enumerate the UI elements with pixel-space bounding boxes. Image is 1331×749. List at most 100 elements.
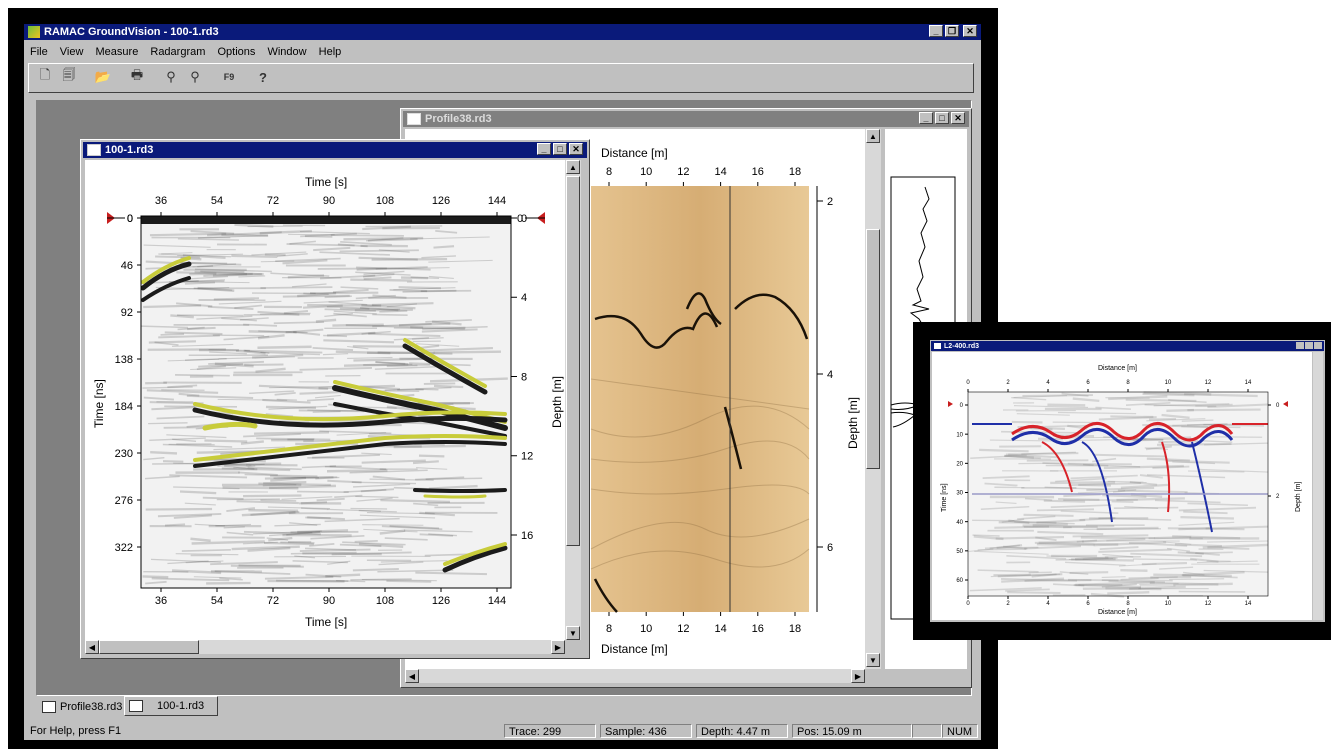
radar-texture [333, 312, 367, 318]
radar-texture [1101, 576, 1126, 578]
radar-texture [286, 531, 321, 536]
marker-icon[interactable]: ⚲ [166, 69, 176, 84]
radar-texture [428, 533, 457, 537]
minimize-icon[interactable]: _ [537, 143, 551, 155]
open-icon[interactable]: 📂 [94, 69, 112, 84]
maximize-icon[interactable]: □ [935, 112, 949, 124]
document-icon [407, 113, 421, 125]
radar-texture [358, 256, 418, 261]
scroll-down-icon[interactable]: ▼ [866, 653, 880, 667]
profile38-titlebar[interactable]: Profile38.rd3 _ □ ✕ [403, 111, 969, 127]
minimize-icon[interactable]: _ [929, 25, 943, 37]
radar-texture [143, 396, 174, 401]
radar-texture [1073, 584, 1141, 588]
menu-measure[interactable]: Measure [95, 46, 139, 58]
window-100-1-titlebar[interactable]: 100-1.rd3 _ □ ✕ [83, 142, 587, 158]
radar-texture [415, 571, 487, 576]
restore-icon[interactable]: ❐ [945, 25, 959, 37]
profile38-hscroll[interactable]: ◀ ▶ [405, 669, 865, 683]
maximize-icon[interactable] [1305, 342, 1313, 349]
window-100-1-vscroll-thumb[interactable] [566, 176, 580, 546]
radar-texture [306, 398, 334, 402]
radar-texture [286, 243, 355, 247]
close-icon[interactable]: ✕ [963, 25, 977, 37]
radar-texture [294, 555, 316, 559]
radar-texture [415, 388, 439, 391]
radar-texture [1166, 408, 1194, 413]
f9-icon[interactable]: F9 [223, 72, 235, 82]
profile38-vscroll[interactable]: ▲ ▼ [865, 129, 881, 669]
l2-400-vscroll[interactable] [1313, 352, 1323, 620]
radar-texture [362, 524, 424, 526]
menu-radargram[interactable]: Radargram [150, 46, 206, 58]
window-100-1-hscroll[interactable]: ◀ ▶ [85, 640, 565, 654]
radar-texture [230, 564, 304, 568]
tab-profile38[interactable]: Profile38.rd3 [42, 698, 122, 716]
radar-texture [342, 541, 406, 546]
minimize-icon[interactable]: _ [919, 112, 933, 124]
radar-texture [421, 328, 478, 333]
scroll-up-icon[interactable]: ▲ [866, 129, 880, 143]
radar-texture [433, 384, 464, 389]
radar-texture [331, 551, 412, 556]
menu-help[interactable]: Help [318, 46, 342, 58]
print-icon[interactable]: 🖶 [130, 67, 144, 82]
radar-texture [969, 587, 1042, 592]
radar-texture [155, 255, 200, 259]
scroll-up-icon[interactable]: ▲ [566, 160, 580, 174]
radar-texture [221, 317, 257, 322]
radar-texture [1082, 463, 1141, 468]
close-icon[interactable] [1314, 342, 1322, 349]
menu-window[interactable]: Window [267, 46, 307, 58]
menu-view[interactable]: View [59, 46, 84, 58]
scroll-right-icon[interactable]: ▶ [551, 640, 565, 654]
close-icon[interactable]: ✕ [951, 112, 965, 124]
l2-400-titlebar[interactable]: L2-400.rd3 [931, 341, 1324, 351]
menu-options[interactable]: Options [217, 46, 256, 58]
marker-right-icon[interactable] [1283, 401, 1288, 407]
window-100-1-plot-area[interactable]: 0 0 Time [s] Time [s] Time [ns] Depth [m… [85, 160, 569, 640]
radar-texture [204, 439, 248, 443]
radar-texture [386, 364, 418, 368]
radar-texture [1128, 576, 1178, 579]
scroll-right-icon[interactable]: ▶ [851, 669, 865, 683]
radar-texture [326, 305, 401, 311]
tab-100-1[interactable]: 100-1.rd3 [124, 696, 218, 716]
radar-texture [1074, 556, 1109, 561]
minimize-icon[interactable] [1296, 342, 1304, 349]
scroll-down-icon[interactable]: ▼ [566, 626, 580, 640]
marker2-icon[interactable]: ⚲ [190, 69, 200, 84]
radar-texture [389, 289, 428, 293]
radar-texture [1018, 462, 1060, 465]
radar-texture [1022, 394, 1093, 397]
radar-texture [198, 363, 244, 368]
close-icon[interactable]: ✕ [569, 143, 583, 155]
radar-texture [1021, 451, 1076, 455]
radar-texture [158, 334, 220, 339]
radar-texture [1101, 583, 1137, 588]
menu-file[interactable]: File [30, 46, 48, 58]
new-icon[interactable]: 🗋 [39, 67, 51, 82]
window-100-1-vscroll[interactable]: ▲ ▼ [565, 160, 581, 640]
inset-xtick-top-label: 0 [966, 380, 970, 386]
radar-texture [977, 569, 1039, 573]
radar-texture [967, 548, 994, 553]
radar-texture [386, 405, 417, 411]
maximize-icon[interactable]: □ [553, 143, 567, 155]
scroll-left-icon[interactable]: ◀ [85, 640, 99, 654]
marker-left-icon[interactable] [948, 401, 953, 407]
radar-texture [193, 576, 242, 579]
l2-400-plot-area[interactable]: Distance [m] Distance [m] Time [ns] Dept… [932, 352, 1312, 620]
window-100-1-hscroll-thumb[interactable] [99, 640, 199, 654]
help-icon[interactable]: ? [259, 69, 267, 85]
radar-texture [361, 579, 437, 582]
radar-texture [1079, 517, 1116, 522]
scroll-left-icon[interactable]: ◀ [405, 669, 419, 683]
radar-texture [297, 490, 349, 493]
front-ytick-left-label: 184 [115, 401, 133, 413]
l2-400-title: L2-400.rd3 [944, 342, 980, 350]
app-titlebar[interactable]: RAMAC GroundVision - 100-1.rd3 _ ❐ ✕ [24, 24, 981, 40]
copy-icon[interactable]: 🗐 [62, 67, 76, 82]
profile38-vscroll-thumb[interactable] [866, 229, 880, 469]
radar-texture [149, 437, 206, 441]
